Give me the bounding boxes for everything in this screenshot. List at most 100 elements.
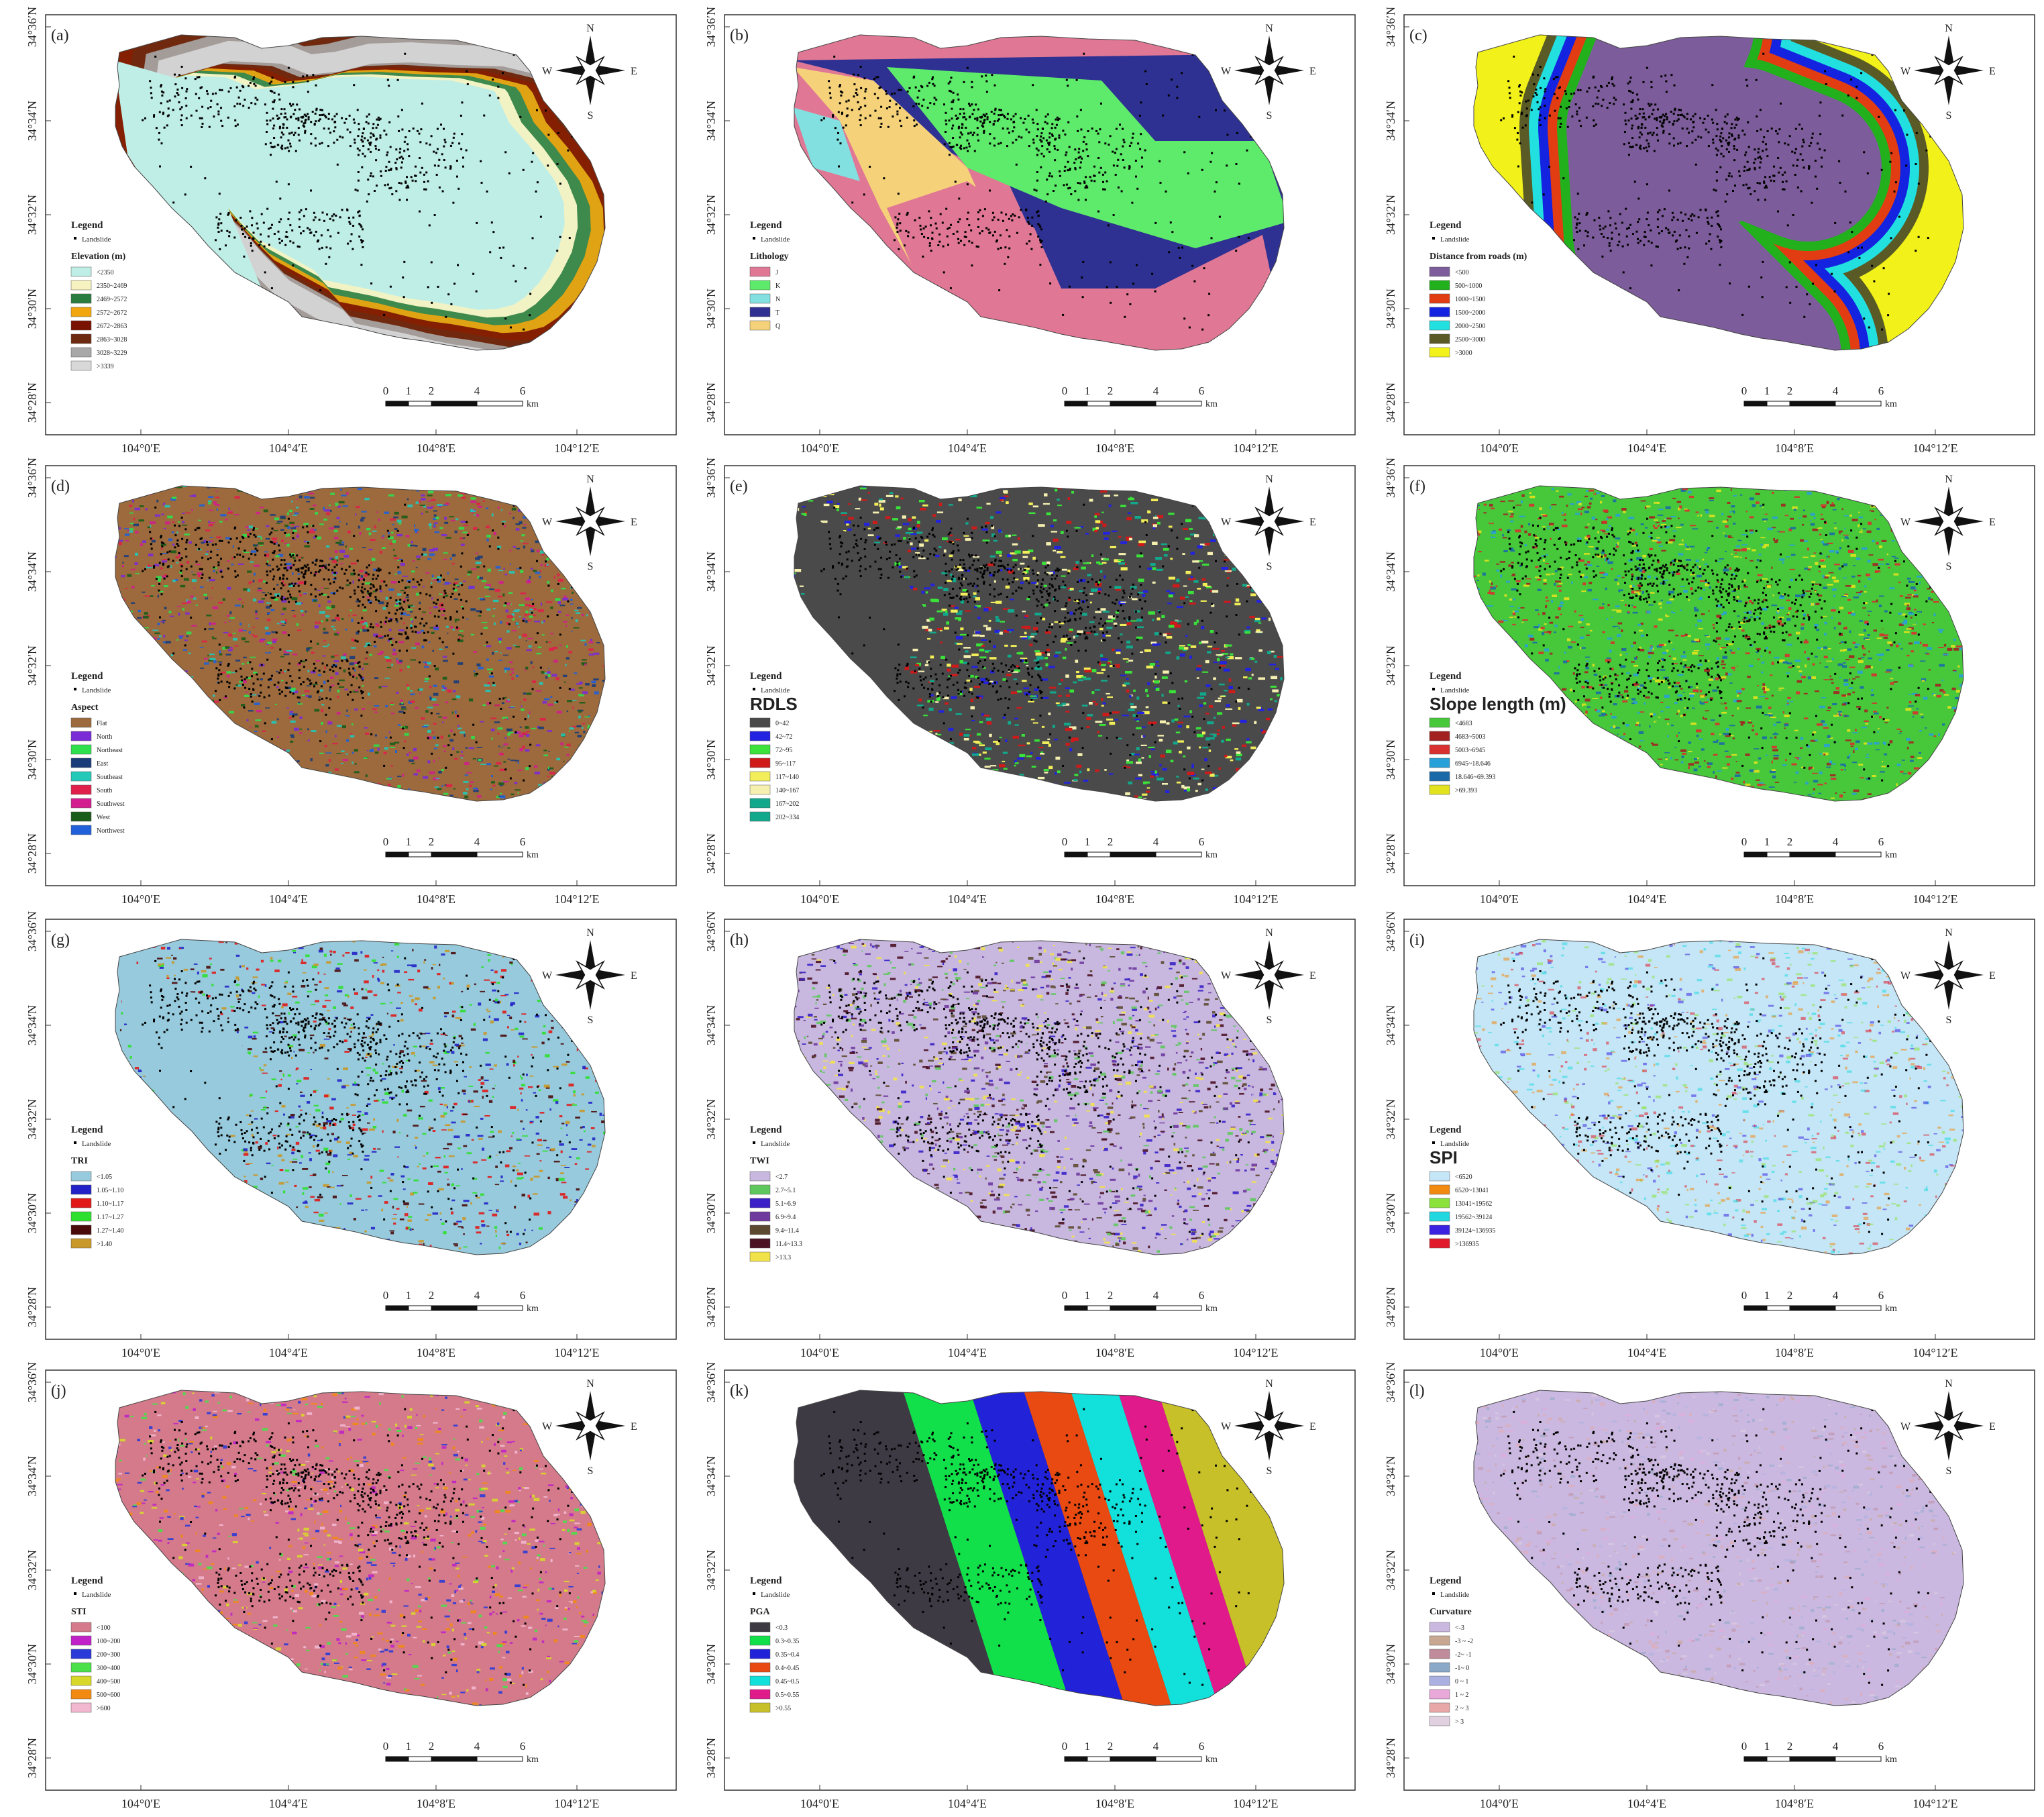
landslide-point [1672, 137, 1675, 140]
raster-cell [191, 579, 197, 582]
landslide-point [278, 242, 281, 244]
landslide-point [1011, 219, 1014, 221]
landslide-point [828, 92, 831, 95]
scale-seg [1789, 401, 1836, 407]
raster-cell [512, 714, 516, 717]
landslide-point [370, 172, 372, 174]
landslide-point [400, 161, 403, 164]
raster-cell [209, 525, 213, 527]
landslide-point [1020, 136, 1023, 139]
landslide-point [971, 242, 973, 244]
landslide-point [209, 557, 212, 559]
raster-cell [431, 505, 435, 507]
raster-cell [577, 607, 582, 609]
landslide-point [240, 224, 243, 227]
raster-cell [523, 546, 526, 549]
landslide-point [1557, 117, 1560, 119]
landslide-point [1644, 231, 1646, 233]
raster-cell [248, 525, 253, 529]
landslide-point [1717, 210, 1719, 213]
lat-label: 34°28′N [25, 382, 39, 423]
raster-cell [291, 610, 295, 611]
raster-cell [301, 556, 304, 559]
raster-cell [473, 509, 476, 511]
raster-cell [447, 558, 450, 560]
landslide-point [916, 96, 919, 99]
landslide-point [1695, 231, 1698, 234]
landslide-point [1553, 93, 1556, 95]
landslide-point [297, 119, 300, 121]
landslide-point [1893, 190, 1896, 193]
landslide-point [1650, 81, 1653, 83]
landslide-point [362, 145, 365, 148]
raster-cell [229, 711, 234, 714]
landslide-point [184, 193, 186, 196]
raster-cell [390, 702, 394, 704]
landslide-point [906, 90, 909, 93]
landslide-point [1631, 146, 1634, 148]
raster-cell [467, 574, 471, 576]
landslide-point [1024, 117, 1026, 120]
landslide-point [1801, 159, 1804, 161]
landslide-point [307, 113, 309, 115]
landslide-point [310, 640, 312, 643]
landslide-point [853, 95, 855, 98]
landslide-point [292, 134, 295, 136]
raster-cell [395, 658, 399, 660]
raster-cell [257, 589, 263, 592]
landslide-point [237, 96, 240, 99]
landslide-point [395, 190, 398, 193]
legend-class-label: <2350 [97, 269, 114, 276]
raster-cell [241, 605, 244, 608]
landslide-point [1890, 237, 1892, 240]
landslide-point [1167, 94, 1170, 97]
raster-cell [502, 593, 505, 596]
landslide-point [1574, 103, 1577, 105]
raster-cell [571, 631, 573, 632]
landslide-point [927, 237, 930, 240]
raster-cell [339, 651, 344, 652]
raster-cell [359, 532, 362, 535]
raster-cell [452, 629, 455, 631]
landslide-point [174, 83, 177, 86]
landslide-point [1075, 158, 1077, 160]
landslide-point [272, 101, 274, 103]
landslide-point [863, 97, 866, 99]
raster-cell [539, 718, 546, 721]
raster-cell [584, 663, 587, 666]
raster-cell [480, 598, 484, 600]
landslide-point [1099, 128, 1101, 131]
landslide-point [429, 144, 431, 146]
raster-cell [427, 558, 431, 560]
landslide-point [301, 120, 303, 123]
raster-cell [494, 721, 500, 723]
landslide-point [1809, 303, 1811, 305]
raster-cell [396, 533, 403, 537]
raster-cell [392, 540, 396, 543]
landslide-point [1637, 127, 1639, 129]
landslide-point [1063, 170, 1066, 172]
raster-cell [361, 511, 367, 513]
landslide-point [458, 187, 460, 190]
landslide-point [1091, 127, 1093, 130]
landslide-point [1711, 118, 1713, 121]
landslide-point [160, 84, 162, 87]
raster-cell [296, 499, 299, 500]
raster-cell [528, 645, 532, 647]
landslide-point [1028, 145, 1030, 148]
landslide-point [1508, 92, 1511, 95]
landslide-point [461, 133, 464, 136]
landslide-point [166, 100, 169, 103]
landslide-point [1122, 159, 1124, 161]
raster-cell [525, 610, 529, 614]
raster-cell [281, 539, 284, 542]
landslide-point [297, 696, 299, 698]
landslide-point [374, 190, 376, 192]
raster-cell [379, 590, 382, 592]
landslide-point [1646, 211, 1649, 214]
raster-cell [416, 769, 421, 772]
raster-cell [447, 632, 449, 635]
raster-cell [288, 717, 292, 719]
raster-cell [513, 644, 517, 646]
raster-cell [497, 546, 502, 549]
